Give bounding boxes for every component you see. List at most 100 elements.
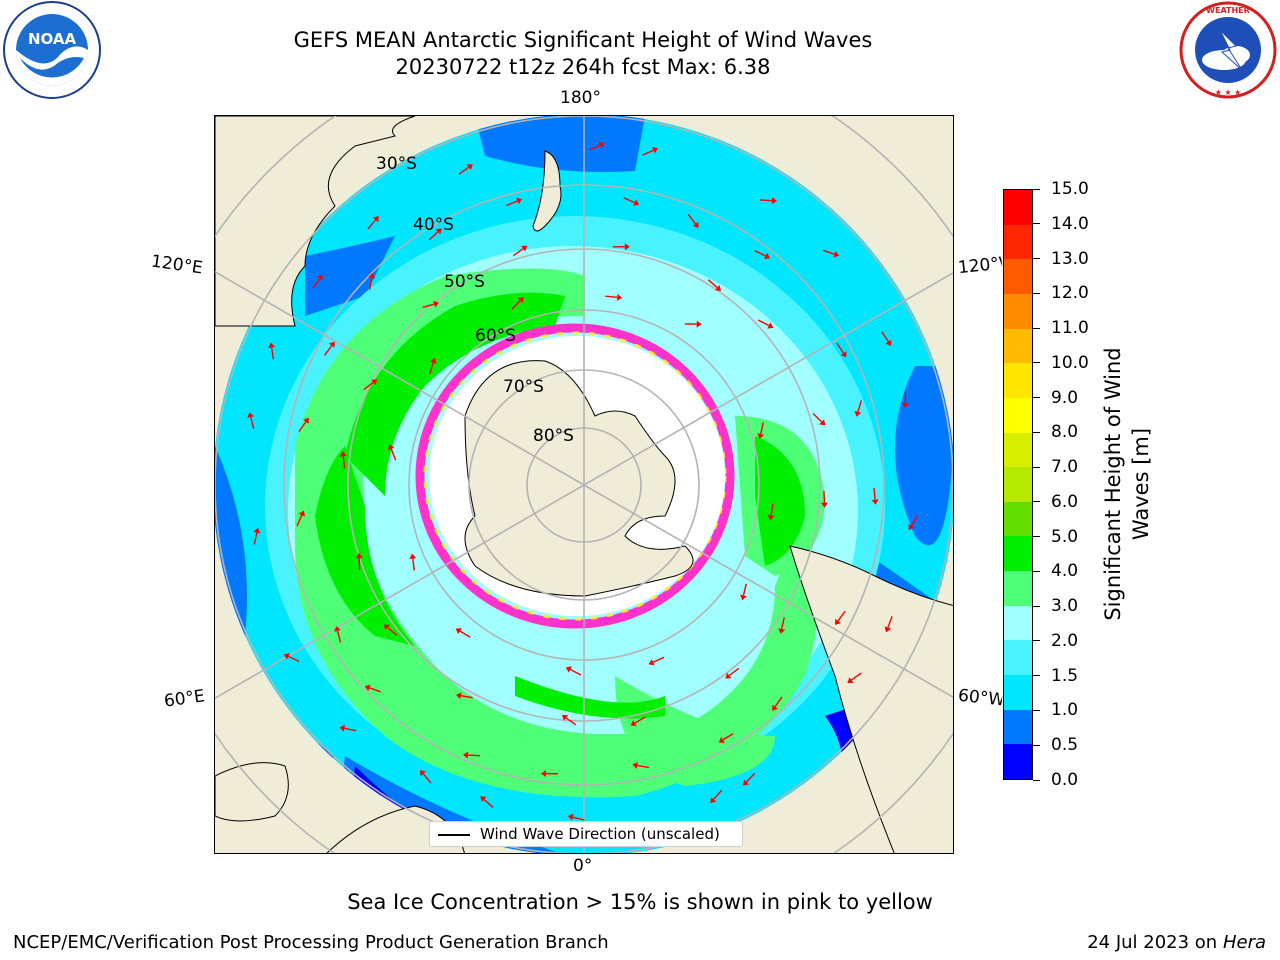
wave-direction-arrowhead [316, 274, 323, 281]
wave-direction-arrowhead [725, 672, 732, 679]
colorbar-tick-label: 5.0 [1033, 527, 1078, 547]
wave-direction-arrowhead [648, 659, 655, 666]
wave-direction-arrow [881, 331, 889, 343]
wave-direction-arrowhead [696, 320, 702, 328]
wave-direction-arrowhead [740, 594, 747, 601]
wave-direction-arrow [781, 617, 785, 630]
wave-direction-arrowhead [632, 762, 638, 769]
wave-direction-arrow [412, 558, 416, 571]
wave-direction-arrow [422, 773, 432, 784]
colorbar-segment [1004, 189, 1032, 225]
wave-direction-arrowhead [847, 677, 854, 684]
wave-direction-arrow [757, 319, 770, 327]
wave-direction-arrow [770, 503, 774, 516]
wave-direction-arrowhead [633, 199, 640, 206]
wave-direction-arrowhead [462, 751, 469, 759]
wave-direction-arrow [623, 197, 635, 204]
colorbar-segment [1004, 224, 1032, 260]
wave-direction-arrow [288, 655, 300, 663]
wave-direction-arrowhead [480, 796, 487, 803]
colorbar-tick-label: 11.0 [1033, 318, 1089, 338]
wave-direction-arrowhead [854, 410, 862, 417]
colorbar-tick-label: 13.0 [1033, 249, 1089, 269]
wave-direction-arrowhead [420, 770, 426, 777]
wave-direction-arrow [460, 695, 473, 699]
colorbar-tick-label: 0.0 [1033, 770, 1078, 790]
madagascar-land [215, 762, 289, 822]
wave-direction-arrowhead [630, 719, 637, 727]
wave-direction-arrowhead [763, 252, 771, 260]
wave-direction-arrow [253, 532, 258, 545]
sea-ice-caption: Sea Ice Concentration > 15% is shown in … [347, 890, 933, 914]
wave-direction-arrow [728, 667, 740, 677]
wave-direction-arrow [746, 772, 756, 783]
wave-direction-arrow [387, 626, 398, 636]
wave-direction-arrow [774, 696, 783, 708]
wave-direction-arrow [812, 412, 823, 423]
colorbar-segment [1004, 605, 1032, 641]
wave-direction-arrowhead [819, 419, 826, 426]
wave-direction-arrowhead [692, 221, 699, 228]
wave-direction-arrow [429, 362, 435, 375]
wave-direction-arrow [588, 144, 601, 151]
wave-direction-arrow [759, 199, 773, 202]
footer-date: 24 Jul 2023 on Hera [1087, 932, 1266, 953]
wave-direction-arrowhead [409, 553, 417, 560]
colorbar-tick-label: 10.0 [1033, 353, 1089, 373]
wave-direction-arrow [565, 717, 577, 726]
colorbar-tick-label: 14.0 [1033, 214, 1089, 234]
wave-direction-arrowhead [901, 403, 909, 409]
wave-direction-arrow [511, 300, 521, 310]
colorbar-tick-label: 15.0 [1033, 179, 1089, 199]
map-legend: Wind Wave Direction (unscaled) [429, 821, 743, 847]
svg-text:★ ★ ★: ★ ★ ★ [1215, 88, 1242, 97]
colorbar-tick-label: 3.0 [1033, 596, 1078, 616]
lon-label-top: 180° [560, 88, 601, 108]
wave-direction-arrowhead [372, 215, 379, 223]
wave-direction-arrow [250, 416, 255, 429]
wave-direction-arrow [713, 789, 723, 800]
wave-direction-arrow [687, 213, 697, 225]
footer-machine: Hera [1222, 932, 1266, 953]
wave-direction-arrow [851, 672, 862, 681]
colorbar-segment [1004, 535, 1032, 572]
wave-direction-arrowhead [833, 250, 840, 258]
map-panel: 30°S 40°S 50°S 60°S 70°S 80°S Wind Wave … [214, 115, 954, 854]
wave-direction-arrow [605, 295, 618, 299]
wave-direction-arrowhead [820, 502, 828, 508]
legend-label: Wind Wave Direction (unscaled) [480, 825, 720, 843]
new-zealand-land [532, 150, 562, 232]
wave-direction-arrow [887, 616, 893, 628]
wave-direction-arrowhead [778, 628, 786, 634]
wave-direction-arrowhead [328, 341, 335, 348]
colorbar-segment [1004, 293, 1032, 329]
wave-direction-arrowhead [383, 624, 390, 631]
wave-direction-arrowhead [885, 339, 892, 346]
wave-direction-arrowhead [247, 412, 255, 419]
wave-direction-arrowhead [298, 510, 306, 517]
lat-label-60: 60°S [475, 326, 516, 346]
wave-direction-arrowhead [521, 245, 528, 252]
latitude-labels: 30°S 40°S 50°S 60°S 70°S 80°S [376, 154, 574, 446]
wave-direction-arrowhead [435, 228, 442, 235]
wave-direction-arrowhead [368, 272, 376, 279]
wave-direction-arrowhead [364, 684, 371, 692]
wave-direction-arrow [458, 166, 470, 175]
wave-direction-arrowhead [303, 417, 309, 424]
wave-direction-arrow [570, 668, 582, 676]
lat-label-70: 70°S [503, 377, 544, 397]
wave-direction-arrowhead [718, 736, 725, 743]
wave-direction-arrowhead [840, 351, 847, 358]
wave-direction-arrowhead [283, 653, 290, 660]
wave-direction-arrow [722, 733, 734, 741]
noaa-logo: NOAA [2, 0, 102, 100]
wave-direction-arrow [634, 716, 646, 724]
footer-credit: NCEP/EMC/Verification Post Processing Pr… [13, 932, 609, 953]
wave-direction-arrow [823, 490, 826, 503]
wave-direction-arrow [459, 630, 471, 638]
colorbar-segment [1004, 674, 1032, 710]
wave-direction-arrowhead [714, 285, 722, 292]
colorbar-tick-label: 2.0 [1033, 631, 1078, 651]
colorbar-tick-label: 7.0 [1033, 457, 1078, 477]
wave-direction-arrowhead [598, 141, 605, 149]
